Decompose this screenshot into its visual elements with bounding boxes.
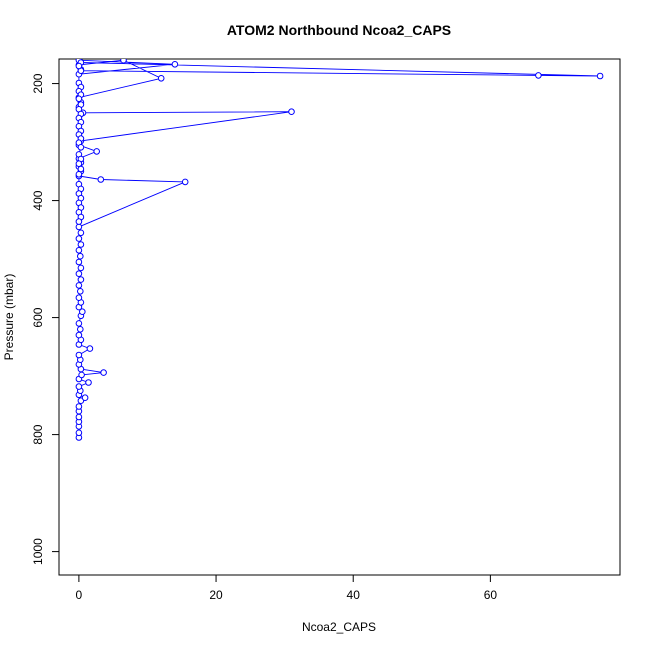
data-point: [77, 264, 85, 272]
data-point: [535, 72, 542, 79]
data-point: [77, 326, 84, 333]
data-point: [171, 61, 179, 68]
data-point: [77, 276, 85, 283]
x-axis: 0 20 40 60: [76, 574, 498, 602]
data-point: [75, 160, 83, 167]
data-point: [75, 331, 83, 339]
data-point: [78, 371, 85, 379]
data-point: [85, 379, 92, 386]
x-tick-label: 0: [76, 588, 83, 602]
data-point: [77, 252, 84, 260]
data-point: [288, 108, 295, 115]
data-point: [75, 429, 83, 437]
data-point: [77, 288, 84, 295]
data-point: [81, 394, 89, 402]
chart-title: ATOM2 Northbound Ncoa2_CAPS: [227, 22, 451, 38]
data-point: [75, 294, 83, 302]
y-tick-label: 600: [31, 307, 45, 327]
data-point: [100, 369, 107, 376]
data-point: [75, 247, 83, 254]
data-point: [75, 282, 83, 289]
data-point: [75, 223, 83, 231]
x-tick-label: 60: [484, 588, 498, 602]
data-point: [75, 62, 83, 70]
y-tick-label: 400: [31, 190, 45, 210]
data-point: [75, 413, 83, 421]
y-axis: 200 400 600 800 1000: [31, 73, 60, 565]
plot-area: [75, 59, 604, 441]
y-tick-label: 200: [31, 73, 45, 93]
y-tick-label: 1000: [31, 538, 45, 565]
data-point: [79, 308, 86, 316]
data-point: [75, 171, 83, 178]
data-point: [75, 403, 83, 410]
data-point: [181, 178, 189, 186]
data-point: [75, 351, 83, 359]
data-point: [75, 235, 83, 242]
data-point: [93, 148, 100, 155]
data-point: [77, 229, 85, 237]
data-point: [97, 176, 105, 183]
data-point: [77, 241, 85, 248]
x-tick-label: 40: [347, 588, 361, 602]
x-tick-label: 20: [209, 588, 223, 602]
data-point: [86, 345, 94, 352]
y-tick-label: 800: [31, 424, 45, 444]
y-axis-label: Pressure (mbar): [2, 274, 16, 361]
data-point: [75, 95, 83, 103]
data-point: [75, 258, 83, 266]
data-point: [77, 144, 85, 151]
data-point: [75, 218, 83, 225]
data-point: [77, 165, 85, 173]
data-point: [157, 75, 165, 82]
data-point: [75, 270, 83, 278]
data-point: [120, 59, 127, 64]
data-point: [75, 320, 83, 327]
x-axis-label: Ncoa2_CAPS: [302, 620, 376, 634]
data-point: [596, 72, 604, 80]
data-point: [75, 383, 83, 390]
